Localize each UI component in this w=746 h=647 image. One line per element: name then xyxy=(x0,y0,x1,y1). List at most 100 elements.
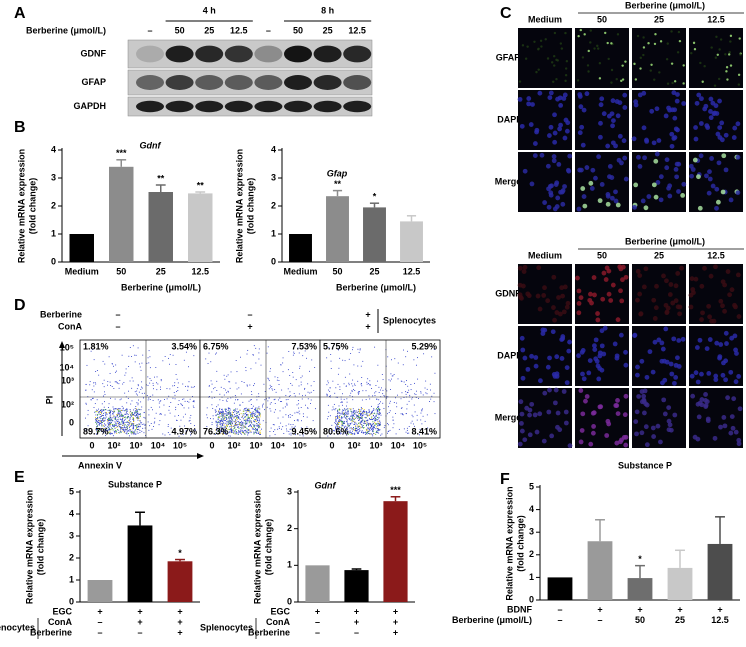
event xyxy=(219,409,220,411)
event xyxy=(167,424,169,426)
event xyxy=(387,432,388,434)
cell xyxy=(724,341,729,346)
event xyxy=(97,416,98,418)
event xyxy=(92,349,94,350)
label: Relative mRNA expression xyxy=(234,149,244,263)
event xyxy=(144,424,146,426)
event xyxy=(119,416,121,418)
cell xyxy=(729,64,733,67)
event xyxy=(252,414,254,416)
cell xyxy=(719,38,723,41)
event xyxy=(177,404,179,405)
event xyxy=(134,354,136,356)
event xyxy=(362,427,364,429)
cell xyxy=(667,107,673,113)
event xyxy=(114,371,116,373)
cell xyxy=(655,180,661,185)
cell xyxy=(547,355,552,361)
event xyxy=(234,414,235,416)
event xyxy=(115,408,117,410)
event xyxy=(148,350,150,352)
event xyxy=(366,413,368,415)
label: + xyxy=(97,606,102,616)
event xyxy=(354,421,356,423)
event xyxy=(156,382,157,384)
event xyxy=(362,360,364,362)
event xyxy=(375,416,377,418)
event xyxy=(408,432,410,434)
event xyxy=(219,426,221,428)
event xyxy=(133,419,134,421)
label: (fold change) xyxy=(27,178,37,235)
event xyxy=(335,430,337,432)
event xyxy=(314,408,316,410)
cell xyxy=(671,336,677,342)
event xyxy=(110,418,112,420)
cell xyxy=(599,96,605,102)
event xyxy=(98,422,100,424)
event xyxy=(112,429,114,431)
event xyxy=(159,401,161,403)
event xyxy=(351,420,353,422)
event xyxy=(259,426,261,428)
event xyxy=(148,409,150,411)
event xyxy=(327,416,329,417)
cell xyxy=(530,102,535,107)
event xyxy=(241,416,243,418)
event xyxy=(361,421,363,423)
event xyxy=(345,408,347,410)
event xyxy=(352,420,354,422)
event xyxy=(85,389,87,391)
cell xyxy=(596,44,599,48)
y-tick-label: 0 xyxy=(69,596,74,606)
event xyxy=(111,386,113,387)
event xyxy=(121,420,123,422)
event xyxy=(249,411,251,413)
band xyxy=(136,100,164,113)
event xyxy=(387,431,389,433)
event xyxy=(354,390,356,391)
event xyxy=(130,429,132,431)
event xyxy=(290,424,292,426)
event xyxy=(234,430,236,432)
cell xyxy=(707,176,713,182)
event xyxy=(366,429,368,431)
event xyxy=(216,345,218,347)
event xyxy=(405,356,407,358)
cell xyxy=(668,427,674,433)
event xyxy=(250,404,252,406)
event xyxy=(114,410,116,412)
event xyxy=(326,357,328,359)
event xyxy=(109,381,111,383)
cell xyxy=(546,409,552,415)
event xyxy=(377,422,379,424)
event xyxy=(217,431,219,432)
arrow xyxy=(59,341,65,348)
event xyxy=(117,429,119,431)
event xyxy=(215,420,217,422)
label: 10³ xyxy=(61,375,74,385)
event xyxy=(267,346,269,348)
event xyxy=(215,422,217,424)
event xyxy=(414,411,416,413)
event xyxy=(147,399,149,401)
event xyxy=(307,383,309,385)
cell xyxy=(725,269,731,274)
event xyxy=(218,430,220,431)
event xyxy=(368,409,370,411)
event xyxy=(116,421,118,422)
cell xyxy=(656,138,662,143)
label: DAPI xyxy=(497,114,519,124)
event xyxy=(345,411,347,413)
event xyxy=(115,418,116,420)
event xyxy=(140,388,142,390)
event xyxy=(406,380,408,382)
event xyxy=(371,419,373,420)
event xyxy=(109,431,111,433)
cell xyxy=(642,46,646,49)
event xyxy=(163,404,165,406)
event xyxy=(425,392,427,394)
event xyxy=(212,407,214,409)
event xyxy=(394,358,396,360)
event xyxy=(210,361,212,363)
